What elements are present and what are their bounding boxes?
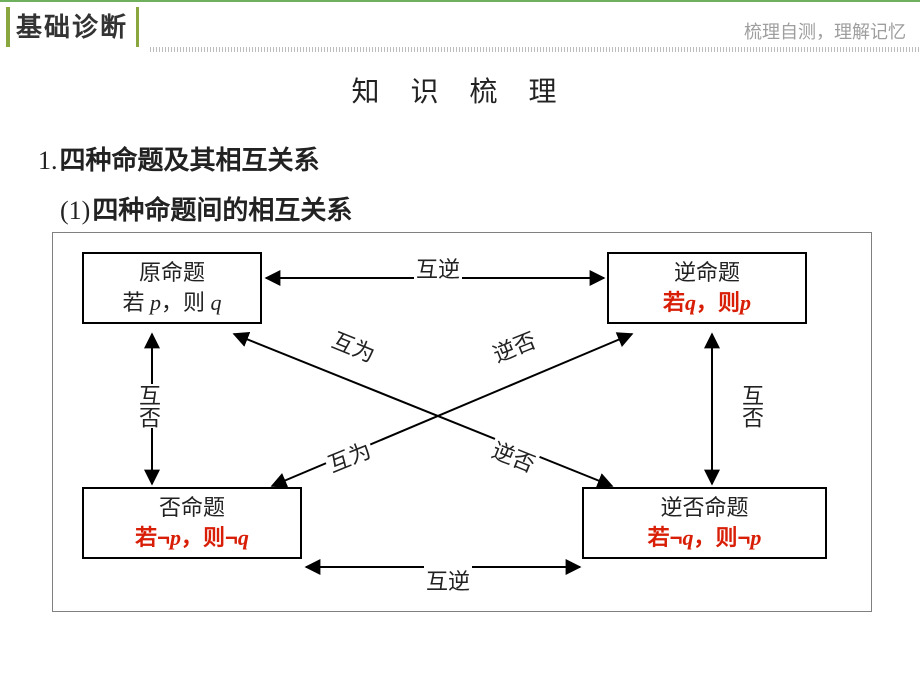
- box-original-title: 原命题: [90, 258, 254, 288]
- header-hatch: [150, 47, 920, 52]
- box-negation: 否命题 若¬p，则¬q: [82, 487, 302, 559]
- box-negation-title: 否命题: [90, 493, 294, 523]
- header-bar: 基础诊断 梳理自测，理解记忆: [0, 0, 920, 50]
- box-contrapositive-title: 逆否命题: [590, 493, 819, 523]
- heading-1-text: 四种命题及其相互关系: [60, 145, 320, 175]
- heading-1: 1.四种命题及其相互关系: [38, 140, 320, 177]
- edge-label-top: 互逆: [414, 252, 462, 284]
- edge-label-left: 互否: [130, 384, 166, 428]
- heading-2: (1)四种命题间的相互关系: [60, 190, 352, 227]
- box-negation-body: 若¬p，则¬q: [90, 523, 294, 553]
- header-right-note: 梳理自测，理解记忆: [744, 18, 906, 44]
- page-title: 知 识 梳 理: [0, 70, 920, 110]
- edge-label-right: 互否: [733, 384, 769, 428]
- box-inverse: 逆命题 若q，则p: [607, 252, 807, 324]
- heading-1-number: 1.: [38, 146, 58, 175]
- box-inverse-body: 若q，则p: [615, 288, 799, 318]
- box-contrapositive-body: 若¬q，则¬p: [590, 523, 819, 553]
- box-contrapositive: 逆否命题 若¬q，则¬p: [582, 487, 827, 559]
- box-original: 原命题 若 p，则 q: [82, 252, 262, 324]
- box-original-body: 若 p，则 q: [90, 288, 254, 318]
- edge-label-bottom: 互逆: [424, 564, 472, 596]
- heading-2-number: (1): [60, 196, 90, 225]
- header-badge: 基础诊断: [6, 7, 139, 47]
- box-inverse-title: 逆命题: [615, 258, 799, 288]
- heading-2-text: 四种命题间的相互关系: [92, 195, 352, 225]
